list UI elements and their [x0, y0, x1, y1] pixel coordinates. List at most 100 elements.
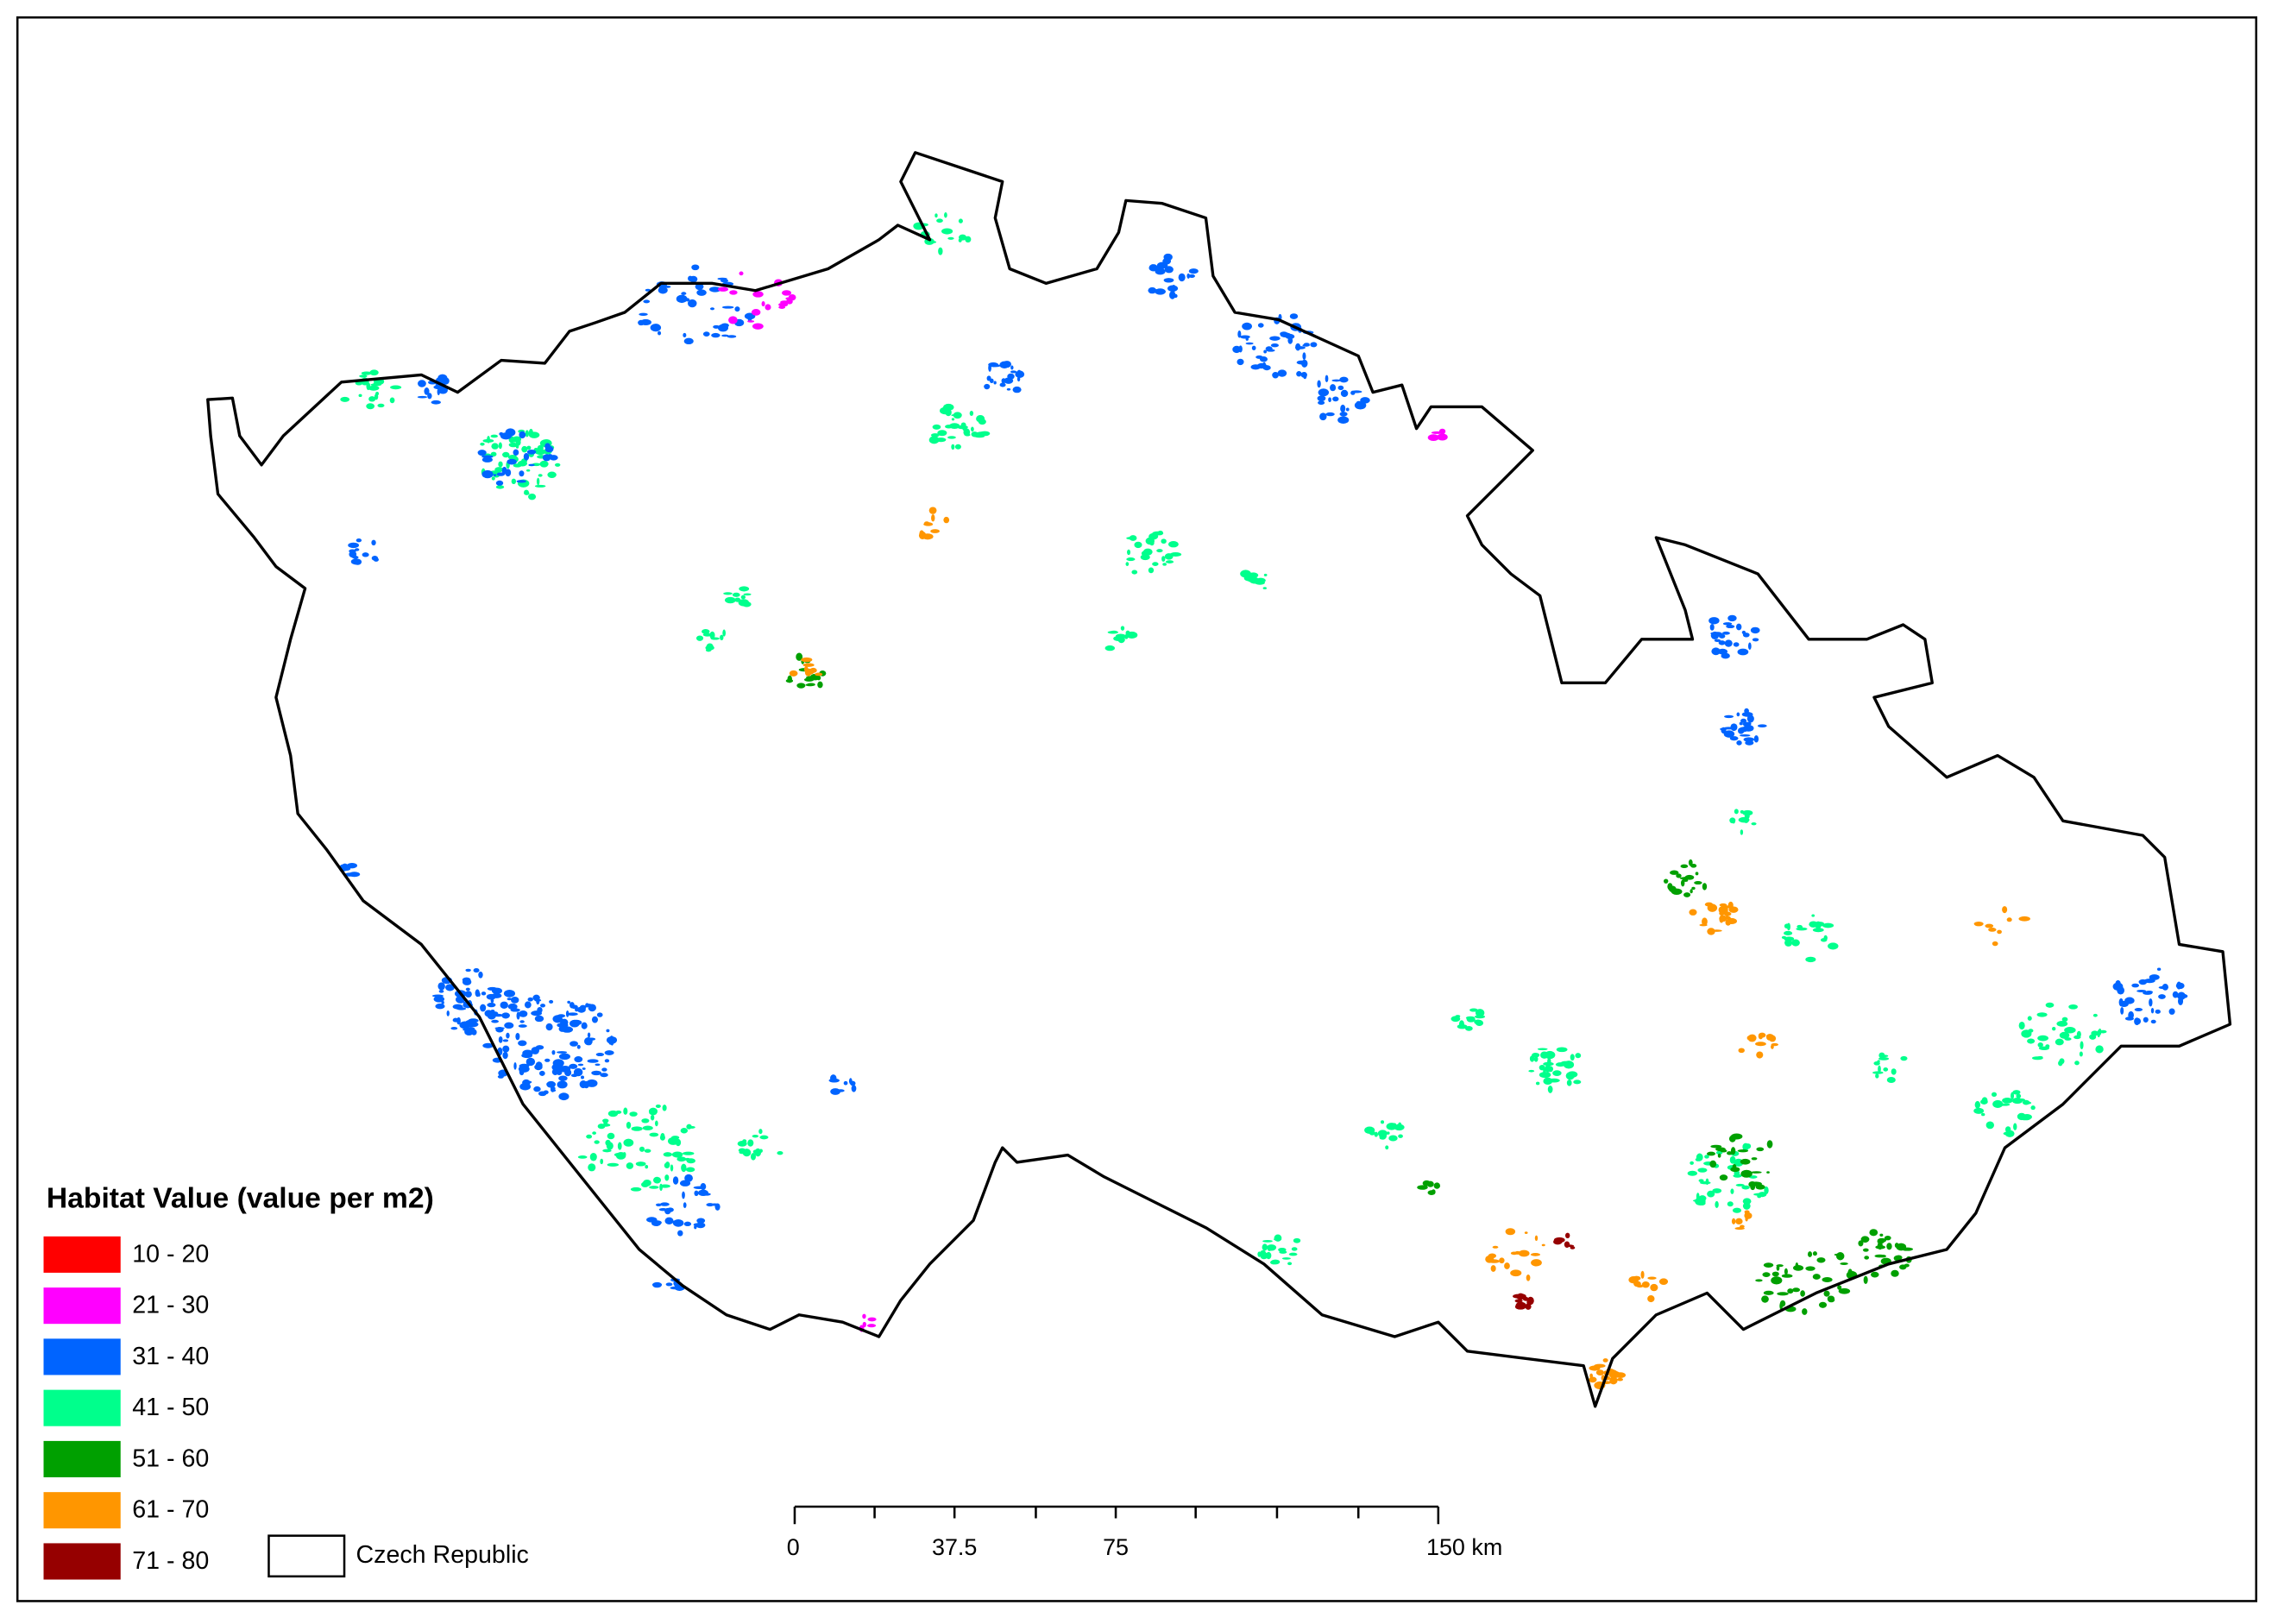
habitat-patch: [534, 484, 546, 488]
habitat-patch: [2158, 994, 2166, 999]
habitat-patch: [1671, 888, 1683, 895]
habitat-patch: [1710, 1144, 1722, 1149]
habitat-patch: [377, 403, 385, 408]
habitat-patch: [947, 436, 956, 439]
habitat-patch: [1169, 291, 1176, 299]
habitat-patch: [349, 549, 356, 553]
habitat-patch: [588, 1004, 596, 1012]
habitat-patch: [2037, 1035, 2048, 1042]
habitat-patch: [2059, 1058, 2065, 1065]
habitat-patch: [1727, 1151, 1733, 1155]
habitat-patch: [1840, 1262, 1848, 1265]
habitat-patch: [2064, 1027, 2076, 1034]
habitat-patch: [438, 989, 444, 993]
habitat-patch: [2016, 1093, 2022, 1098]
habitat-patch: [1689, 909, 1697, 916]
habitat-patch: [1397, 1122, 1402, 1130]
habitat-patch: [721, 334, 729, 337]
habitat-patch: [1514, 1250, 1520, 1255]
habitat-patch: [1740, 733, 1751, 737]
habitat-patch: [1755, 1042, 1766, 1047]
habitat-patch: [534, 1015, 544, 1023]
habitat-patch: [601, 1067, 607, 1072]
habitat-patch: [1317, 380, 1321, 388]
habitat-patch: [930, 433, 940, 437]
habitat-patch: [1676, 873, 1682, 878]
habitat-patch: [1784, 923, 1790, 929]
habitat-patch: [507, 998, 512, 1001]
habitat-patch: [601, 1124, 611, 1127]
habitat-patch: [1547, 1086, 1553, 1093]
habitat-patch: [830, 1088, 841, 1095]
habitat-patch: [1270, 343, 1279, 348]
habitat-patch: [702, 331, 710, 337]
habitat-patch: [1743, 737, 1755, 742]
habitat-patch: [1748, 1181, 1757, 1188]
habitat-patch: [1797, 924, 1803, 928]
habitat-patch: [708, 286, 721, 293]
habitat-patch: [651, 1281, 663, 1288]
habitat-patch: [2059, 1031, 2070, 1039]
habitat-patch: [480, 1004, 487, 1012]
habitat-patch: [543, 1090, 549, 1095]
habitat-patch: [546, 1080, 557, 1088]
habitat-patch: [496, 472, 506, 476]
habitat-patch: [1792, 1264, 1804, 1271]
habitat-patch: [1330, 384, 1337, 392]
habitat-patch: [1565, 1072, 1575, 1080]
habitat-patch: [503, 989, 516, 998]
habitat-patch: [1822, 922, 1834, 928]
habitat-patch: [1010, 370, 1017, 374]
habitat-patch: [2134, 1007, 2143, 1012]
habitat-patch: [643, 1179, 651, 1187]
habitat-patch: [349, 872, 361, 878]
habitat-patch: [1145, 537, 1155, 545]
habitat-patch: [1555, 1062, 1565, 1067]
habitat-patch: [1532, 1053, 1540, 1058]
habitat-patch: [1262, 1240, 1273, 1243]
habitat-patch: [1455, 1015, 1461, 1018]
habitat-patch: [683, 332, 687, 337]
habitat-patch: [645, 1164, 649, 1169]
habitat-patch: [676, 1156, 687, 1162]
habitat-patch: [650, 324, 662, 332]
habitat-patch: [1690, 1161, 1694, 1165]
habitat-patch: [1712, 1188, 1722, 1193]
scale-label: 150 km: [1426, 1534, 1502, 1560]
habitat-patch: [535, 1061, 543, 1070]
habitat-patch: [1167, 285, 1179, 292]
habitat-patch: [1325, 375, 1329, 382]
habitat-patch: [608, 1038, 613, 1045]
habitat-patch: [1492, 1245, 1499, 1249]
habitat-patch: [1901, 1247, 1914, 1251]
habitat-patch: [752, 1149, 758, 1154]
habitat-patch: [2027, 1038, 2036, 1044]
habitat-patch: [1385, 1145, 1389, 1150]
habitat-patch: [1740, 718, 1747, 723]
habitat-patch: [1717, 1153, 1721, 1158]
scale-label: 0: [787, 1534, 800, 1560]
habitat-patch: [721, 305, 734, 309]
habitat-patch: [739, 586, 750, 592]
habitat-patch: [644, 1149, 651, 1153]
habitat-patch: [600, 1073, 608, 1078]
habitat-patch: [709, 307, 715, 311]
habitat-patch: [492, 1011, 499, 1016]
habitat-patch: [1547, 1066, 1554, 1073]
habitat-patch: [1758, 1192, 1767, 1198]
habitat-patch: [1156, 261, 1168, 269]
habitat-patch: [579, 1004, 587, 1010]
habitat-patch: [577, 1063, 584, 1067]
habitat-patch: [1287, 337, 1293, 344]
habitat-patch: [1641, 1281, 1650, 1288]
habitat-patch: [1188, 268, 1199, 274]
habitat-patch: [1289, 313, 1299, 319]
habitat-patch: [1303, 343, 1310, 347]
habitat-patch: [2136, 989, 2147, 992]
habitat-patch: [940, 406, 951, 415]
habitat-patch: [2149, 998, 2153, 1007]
habitat-patch: [1751, 821, 1757, 826]
habitat-patch: [649, 1132, 659, 1137]
habitat-patch: [685, 298, 690, 302]
habitat-patch: [535, 1045, 544, 1050]
